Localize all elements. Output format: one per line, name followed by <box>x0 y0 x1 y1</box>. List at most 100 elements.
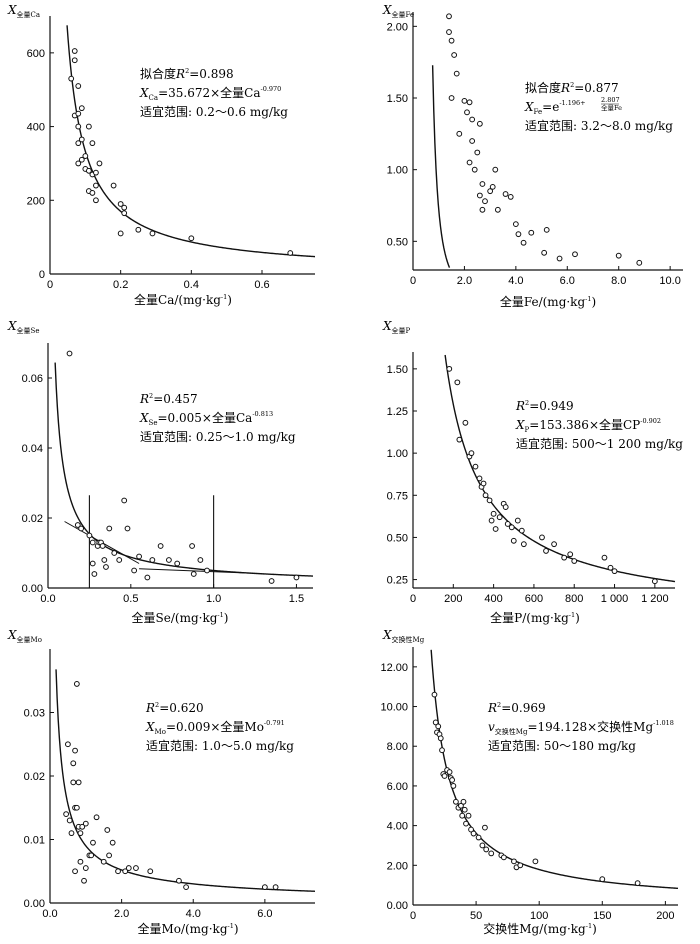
y-tick-label: 0.50 <box>387 236 408 248</box>
data-point <box>91 571 98 577</box>
data-point <box>75 123 82 130</box>
data-point <box>490 510 497 517</box>
chart-panel-2: 0 2.0 4.0 6.0 8.0 10.0 0.50 1.00 1.50 2.00 X全量Fe 全量… <box>382 3 683 309</box>
y-tick-label: 12.00 <box>380 662 408 674</box>
data-point <box>188 235 195 242</box>
data-point <box>551 541 557 548</box>
data-point <box>451 52 458 58</box>
data-point <box>475 834 482 841</box>
data-point <box>89 140 96 147</box>
data-point <box>458 802 464 809</box>
x-tick-label: 4.0 <box>508 275 523 287</box>
y-axis-label: X全量Se <box>7 319 40 335</box>
x-tick-label: 1 000 <box>601 593 629 605</box>
data-point <box>651 578 658 585</box>
data-point <box>63 811 70 817</box>
y-tick-label: 0.00 <box>387 900 408 912</box>
data-point <box>520 541 527 548</box>
chart-panel-1: 0 0.2 0.4 0.6 0 200 400 600 X全量Ca 全量Ca/(mg·kg-1) 拟… <box>7 3 316 307</box>
x-axis-label: 全量P/(mg·kg-1) <box>490 610 580 625</box>
r-squared-label: R2=0.620 <box>145 701 204 715</box>
fit-equation: XP=153.386×全量CP-0.902 <box>515 417 661 434</box>
data-point <box>117 201 124 207</box>
y-axis-label: X全量Ca <box>7 3 40 19</box>
data-point <box>166 557 172 563</box>
data-point <box>68 75 75 82</box>
data-point <box>261 884 268 891</box>
data-point <box>462 419 469 426</box>
data-point <box>85 167 92 174</box>
fit-equation: XMo=0.009×全量Mo-0.791 <box>145 719 285 736</box>
y-tick-label: 10.00 <box>380 702 408 714</box>
y-tick-label: 2.00 <box>387 21 408 33</box>
data-point <box>72 747 78 754</box>
data-point <box>488 850 495 857</box>
data-point <box>463 820 469 827</box>
x-tick-label: 0 <box>47 279 53 291</box>
data-point <box>65 741 71 748</box>
data-point <box>70 779 77 786</box>
x-tick-label: 0.0 <box>42 908 57 920</box>
data-point <box>507 194 514 200</box>
data-point <box>561 554 568 561</box>
data-point <box>448 37 455 44</box>
suitable-range-label: 适宜范围: 50～180 mg/kg <box>488 738 636 753</box>
chart-panel-5: 0.0 2.0 4.0 6.0 0.00 0.01 0.02 0.03 X全量Mo 全量Mo/(m… <box>7 628 316 936</box>
data-point <box>93 182 99 189</box>
data-point <box>468 450 475 457</box>
r-squared-label: 拟合度R2=0.877 <box>525 80 619 95</box>
data-point <box>446 365 453 372</box>
data-point <box>82 820 89 827</box>
data-point <box>483 846 490 853</box>
data-point <box>93 169 99 176</box>
chart-panel-6: 0 50 100 150 200 0.00 2.00 4.00 6.00 8.00 10.00 12.… <box>380 628 679 936</box>
data-point <box>149 230 156 237</box>
data-point <box>599 876 606 883</box>
data-point <box>567 551 574 558</box>
data-point <box>135 226 142 233</box>
data-point <box>73 681 80 687</box>
chart-panel-3: 0.0 0.5 1.0 1.5 0.00 0.02 0.04 0.06 X全量Se 全量Se/(m… <box>7 319 314 625</box>
y-tick-label: 1.50 <box>387 364 408 376</box>
data-point <box>461 806 468 813</box>
data-point <box>460 798 467 805</box>
data-point <box>572 251 578 258</box>
data-point <box>432 719 439 726</box>
x-axis-label: 全量Ca/(mg·kg-1) <box>134 292 232 307</box>
chart-panel-4: 0 200 400 600 800 1 000 1 200 0.25 0.50 0.75 1.00 1… <box>382 319 683 625</box>
data-point <box>556 255 563 262</box>
data-point <box>539 534 545 541</box>
y-tick-label: 0.00 <box>22 583 43 595</box>
data-point <box>89 190 96 196</box>
y-tick-label: 6.00 <box>387 781 408 793</box>
data-point <box>104 827 111 833</box>
data-point <box>482 198 488 205</box>
y-tick-label: 0.06 <box>22 373 43 385</box>
r-squared-label: 拟合度R2=0.898 <box>140 66 234 81</box>
data-point <box>494 206 501 213</box>
data-point <box>82 865 89 871</box>
x-tick-label: 6.0 <box>560 275 575 287</box>
data-point <box>488 517 495 524</box>
data-point <box>476 120 483 127</box>
x-tick-label: 200 <box>444 593 462 605</box>
x-tick-label: 4.0 <box>186 908 201 920</box>
data-point <box>85 123 92 130</box>
data-point <box>197 557 204 563</box>
fit-curve <box>66 25 316 258</box>
data-point <box>468 826 474 833</box>
data-point <box>189 543 195 549</box>
data-point <box>110 182 117 189</box>
fit-equation: XCa=35.672×全量Ca-0.970 <box>139 85 281 102</box>
y-axis-label: X全量P <box>382 319 411 335</box>
data-point <box>480 480 487 487</box>
x-tick-label: 0.0 <box>40 593 55 605</box>
data-point <box>502 191 509 197</box>
data-point <box>78 525 85 532</box>
data-point <box>77 858 84 865</box>
y-tick-label: 400 <box>27 122 45 134</box>
x-tick-label: 8.0 <box>611 275 626 287</box>
data-point <box>541 249 548 256</box>
data-point <box>147 868 154 875</box>
x-axis-label: 交换性Mg/(mg·kg-1) <box>483 921 597 936</box>
